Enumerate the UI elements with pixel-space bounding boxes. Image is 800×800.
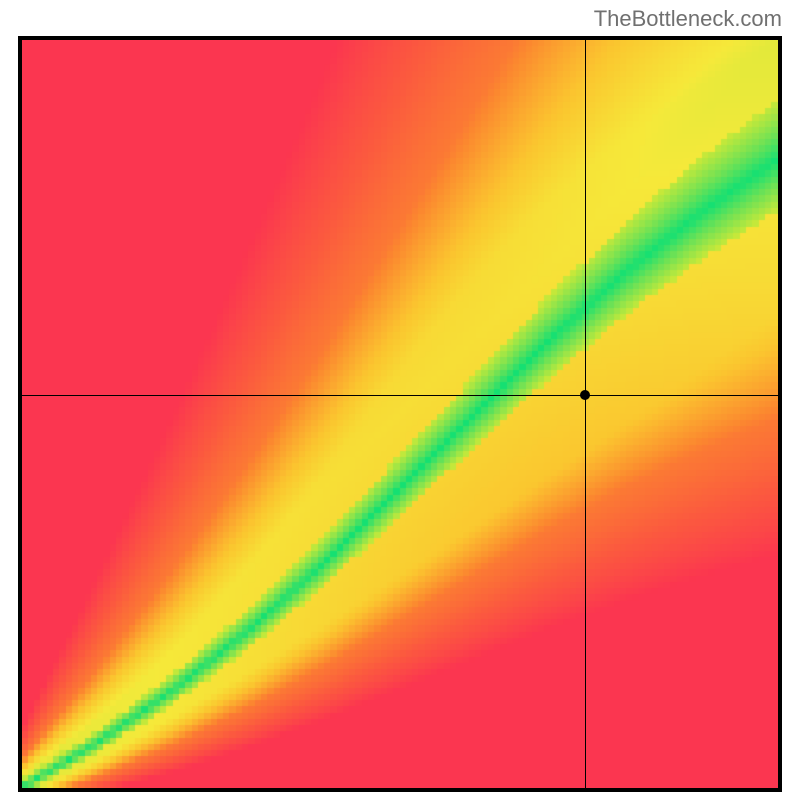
chart-container: TheBottleneck.com (0, 0, 800, 800)
heatmap-canvas (22, 40, 778, 788)
crosshair-marker (580, 390, 590, 400)
chart-frame (18, 36, 782, 792)
crosshair-vertical (585, 40, 586, 788)
watermark-text: TheBottleneck.com (594, 6, 782, 32)
crosshair-horizontal (22, 395, 778, 396)
